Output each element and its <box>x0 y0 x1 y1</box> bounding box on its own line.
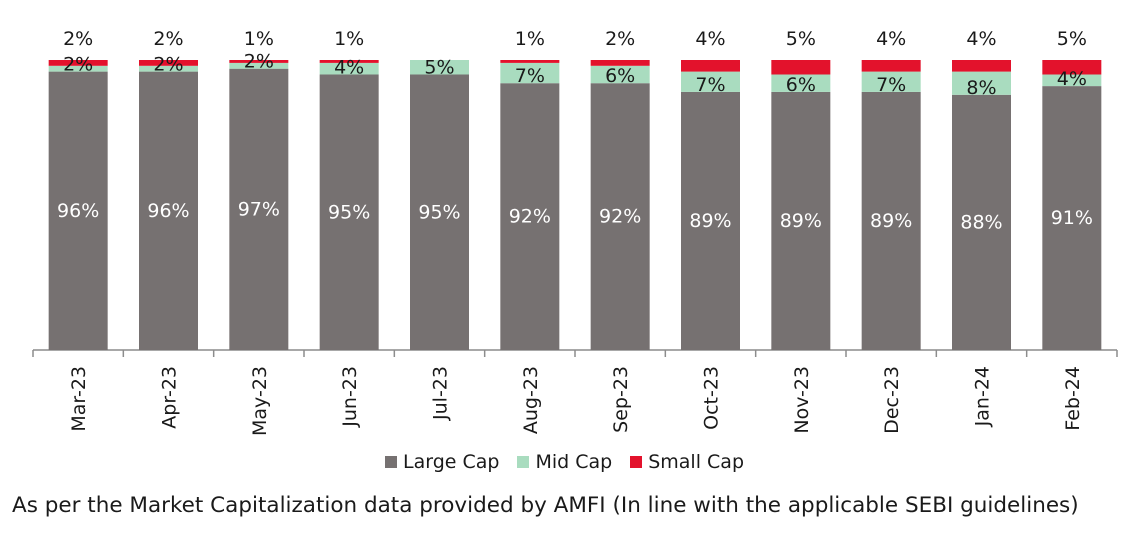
bar-large-cap <box>229 68 289 350</box>
x-tick-label: Apr-23 <box>159 366 181 429</box>
data-label-large-cap: 89% <box>870 210 912 232</box>
chart-legend: Large Cap Mid Cap Small Cap <box>0 451 1129 473</box>
x-tick-label: Jan-24 <box>972 366 994 427</box>
legend-label-mid-cap: Mid Cap <box>535 451 613 473</box>
data-label-large-cap: 97% <box>238 198 280 220</box>
data-label-mid-cap: 4% <box>1057 68 1087 90</box>
x-tick-label: Nov-23 <box>791 366 813 434</box>
data-label-small-cap: 5% <box>1057 28 1087 50</box>
data-label-mid-cap: 2% <box>153 54 183 76</box>
bar-small-cap <box>319 60 379 63</box>
legend-label-large-cap: Large Cap <box>403 451 500 473</box>
x-tick-label: Dec-23 <box>881 366 903 434</box>
data-label-mid-cap: 6% <box>605 65 635 87</box>
footnote: As per the Market Capitalization data pr… <box>12 493 1079 518</box>
bar-small-cap <box>48 60 108 66</box>
data-label-mid-cap: 7% <box>876 74 906 96</box>
bar-small-cap <box>1042 60 1102 75</box>
data-label-small-cap: 1% <box>244 28 274 50</box>
data-label-small-cap: 4% <box>966 28 996 50</box>
data-label-mid-cap: 4% <box>334 57 364 79</box>
bar-small-cap <box>952 60 1011 72</box>
bar-small-cap <box>681 60 740 72</box>
x-tick-label: Oct-23 <box>701 366 723 430</box>
x-tick-label: Feb-24 <box>1062 366 1084 431</box>
stacked-bar-chart: 96%2%2%Mar-2396%2%2%Apr-2397%2%1%May-239… <box>32 28 1118 436</box>
bar-large-cap <box>861 91 921 351</box>
data-label-large-cap: 92% <box>599 206 641 228</box>
x-tick-label: Jul-23 <box>430 366 452 421</box>
data-label-mid-cap: 5% <box>424 57 454 79</box>
data-label-large-cap: 89% <box>689 210 731 232</box>
data-label-small-cap: 2% <box>153 28 183 50</box>
bar-small-cap <box>771 60 831 75</box>
bar-mid-cap <box>590 65 650 84</box>
data-label-small-cap: 4% <box>695 28 725 50</box>
data-label-small-cap: 4% <box>876 28 906 50</box>
bar-mid-cap <box>410 60 469 75</box>
bar-large-cap <box>1042 86 1102 350</box>
bar-mid-cap <box>952 71 1011 95</box>
bar-large-cap <box>771 91 831 351</box>
data-label-small-cap: 2% <box>63 28 93 50</box>
data-label-large-cap: 95% <box>328 201 370 223</box>
x-tick-label: Mar-23 <box>68 366 90 432</box>
data-label-large-cap: 96% <box>147 200 189 222</box>
data-label-large-cap: 88% <box>960 211 1002 233</box>
data-label-small-cap: 1% <box>334 28 364 50</box>
data-label-small-cap: 5% <box>786 28 816 50</box>
bar-large-cap <box>410 74 469 350</box>
bar-small-cap <box>229 60 289 63</box>
bar-mid-cap <box>681 71 740 92</box>
data-label-small-cap: 1% <box>515 28 545 50</box>
data-label-large-cap: 89% <box>780 210 822 232</box>
bar-mid-cap <box>771 74 831 92</box>
bar-large-cap <box>681 91 740 351</box>
data-label-small-cap: 2% <box>605 28 635 50</box>
data-label-large-cap: 92% <box>509 206 551 228</box>
bar-large-cap <box>952 94 1011 350</box>
legend-swatch-large-cap <box>385 456 397 468</box>
data-label-mid-cap: 7% <box>695 74 725 96</box>
data-label-mid-cap: 8% <box>966 77 996 99</box>
x-tick-label: May-23 <box>249 366 271 436</box>
x-tick-label: Sep-23 <box>610 366 632 433</box>
bar-small-cap <box>861 60 921 72</box>
legend-item-large-cap: Large Cap <box>385 451 499 473</box>
bar-mid-cap <box>500 62 560 84</box>
bar-mid-cap <box>1042 74 1102 87</box>
legend-swatch-small-cap <box>630 456 643 468</box>
data-label-mid-cap: 6% <box>786 74 816 96</box>
x-tick-label: Aug-23 <box>520 366 542 434</box>
bar-large-cap <box>48 71 108 350</box>
x-tick-label: Jun-23 <box>339 366 361 428</box>
bar-large-cap <box>319 74 379 350</box>
data-label-mid-cap: 7% <box>515 65 545 87</box>
bar-small-cap <box>590 60 650 66</box>
bar-large-cap <box>139 71 198 350</box>
legend-swatch-mid-cap <box>517 456 530 468</box>
bar-mid-cap <box>139 65 198 72</box>
bar-mid-cap <box>319 62 379 75</box>
data-label-large-cap: 96% <box>57 200 99 222</box>
data-label-large-cap: 95% <box>418 201 460 223</box>
data-label-mid-cap: 2% <box>63 54 93 76</box>
legend-item-small-cap: Small Cap <box>630 451 744 473</box>
bar-small-cap <box>139 60 198 66</box>
data-label-large-cap: 91% <box>1051 207 1093 229</box>
bar-large-cap <box>500 83 560 350</box>
bar-mid-cap <box>861 71 921 92</box>
legend-label-small-cap: Small Cap <box>648 451 744 473</box>
bar-mid-cap <box>229 62 289 69</box>
bar-large-cap <box>590 83 650 350</box>
data-label-mid-cap: 2% <box>244 51 274 73</box>
bar-mid-cap <box>48 65 108 72</box>
legend-item-mid-cap: Mid Cap <box>517 451 612 473</box>
bar-small-cap <box>500 60 560 63</box>
